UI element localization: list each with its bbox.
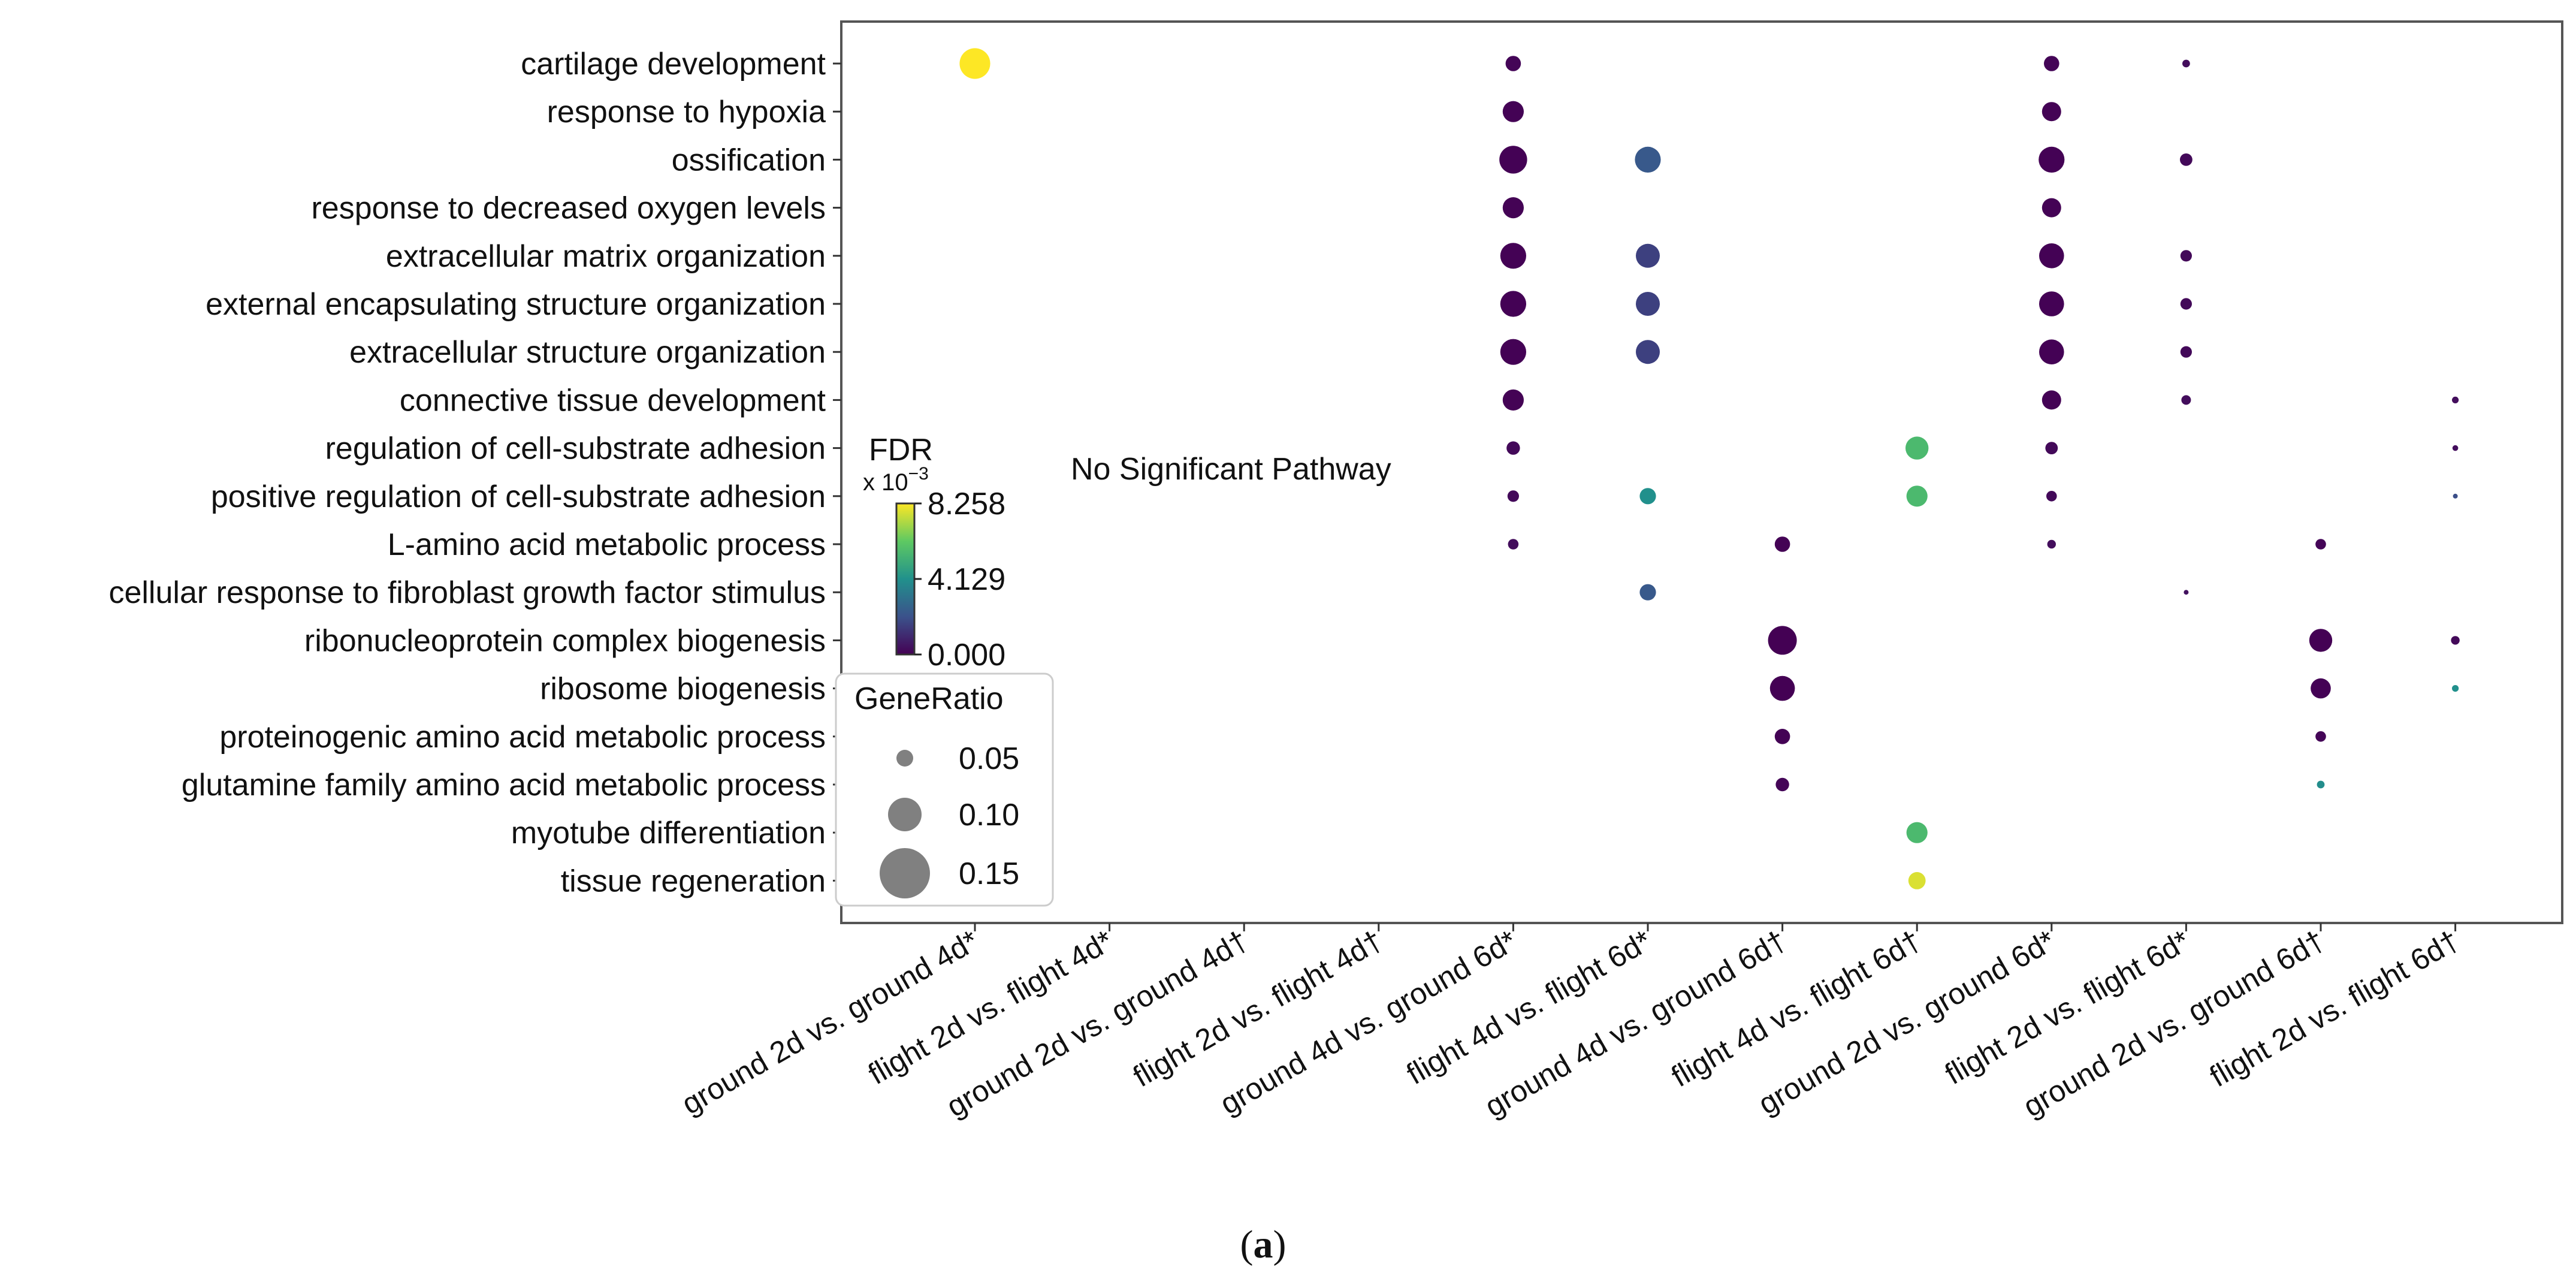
bubble-point — [1500, 243, 1526, 269]
bubble-point — [2180, 250, 2192, 262]
y-tick-label: cartilage development — [521, 47, 826, 82]
bubble-point — [1774, 536, 1790, 552]
bubble-point — [1908, 872, 1926, 889]
y-tick-label: cellular response to fibroblast growth f… — [108, 575, 826, 610]
bubble-point — [2452, 685, 2459, 692]
y-tick-label: L-amino acid metabolic process — [388, 527, 826, 562]
bubble-point — [2315, 731, 2326, 742]
y-tick-label: external encapsulating structure organiz… — [206, 287, 826, 322]
bubble-point — [2180, 298, 2192, 310]
bubble-point — [1636, 340, 1660, 364]
y-tick-label: response to hypoxia — [547, 95, 826, 129]
bubble-point — [2317, 780, 2325, 789]
bubble-point — [2184, 590, 2189, 595]
bubble-point — [2044, 56, 2059, 71]
x-axis: ground 2d vs. ground 4d*flight 2d vs. fl… — [676, 923, 2465, 1123]
size-legend-marker — [896, 750, 913, 767]
size-legend-label: 0.05 — [959, 741, 1019, 776]
bubble-point — [2453, 493, 2458, 499]
y-tick-label: connective tissue development — [400, 383, 826, 418]
bubble-point — [1905, 436, 1929, 460]
colorbar-tick-label-min: 0.000 — [928, 638, 1005, 672]
bubble-point — [2181, 395, 2191, 405]
y-tick-label: ossification — [672, 143, 826, 177]
bubble-point — [2039, 339, 2064, 364]
size-legend-marker — [880, 848, 930, 898]
bubble-point — [1636, 243, 1660, 268]
bubble-point — [1906, 822, 1928, 843]
bubble-point — [2047, 539, 2056, 549]
y-tick-label: myotube differentiation — [511, 816, 826, 850]
bubble-point — [1769, 675, 1795, 701]
bubble-point — [2182, 59, 2190, 68]
bubble-point — [1500, 291, 1526, 317]
bubble-point — [2045, 442, 2058, 454]
y-tick-label: proteinogenic amino acid metabolic proce… — [219, 720, 826, 755]
bubble-point — [1507, 490, 1519, 502]
colorbar-legend: FDR x 10−3 8.258 4.129 0.000 — [863, 433, 1005, 672]
bubble-point — [2309, 629, 2333, 652]
bubble-point — [1635, 146, 1661, 173]
bubble-point — [2039, 146, 2065, 173]
bubble-point — [2452, 445, 2459, 451]
bubble-point — [2042, 102, 2061, 122]
bubbles — [959, 48, 2460, 889]
size-legend-frame — [835, 672, 1054, 907]
size-legend: GeneRatio 0.05 0.10 0.15 — [835, 672, 1054, 907]
bubble-point — [1502, 197, 1524, 219]
colorbar — [895, 502, 916, 656]
bubble-point — [2039, 291, 2064, 316]
y-axis: cartilage development response to hypoxia… — [108, 47, 841, 898]
bubble-point — [1774, 729, 1790, 744]
bubble-point — [2311, 678, 2331, 699]
bubble-point — [2451, 636, 2460, 645]
bubble-point — [2042, 198, 2061, 218]
bubble-point — [1906, 485, 1928, 507]
bubble-point — [1639, 488, 1656, 505]
size-legend-label: 0.10 — [959, 798, 1019, 832]
bubble-point — [1499, 146, 1527, 174]
y-tick-label: ribosome biogenesis — [540, 672, 826, 707]
bubble-point — [2452, 396, 2459, 404]
size-legend-title: GeneRatio — [854, 681, 1004, 716]
bubble-point — [1506, 441, 1520, 455]
y-tick-label: tissue regeneration — [561, 864, 826, 898]
bubble-point — [2315, 539, 2326, 550]
y-tick-label: glutamine family amino acid metabolic pr… — [182, 768, 826, 803]
bubble-point — [1502, 101, 1524, 122]
colorbar-tick-label-mid: 4.129 — [928, 562, 1005, 597]
y-tick-label: extracellular structure organization — [349, 335, 826, 370]
y-tick-label: regulation of cell-substrate adhesion — [325, 432, 826, 466]
plot-frame — [840, 20, 2563, 924]
colorbar-tick-label-max: 8.258 — [928, 487, 1005, 521]
bubble-point — [1639, 584, 1656, 601]
bubble-point — [1500, 339, 1526, 365]
x-tick-label: flight 2d vs. flight 6d† — [2204, 924, 2465, 1093]
bubble-point — [1502, 389, 1524, 411]
colorbar-title: FDR — [869, 433, 933, 467]
size-legend-marker — [888, 798, 922, 831]
panel-label: (a) — [1240, 1223, 1287, 1266]
y-tick-label: response to decreased oxygen levels — [311, 191, 826, 226]
bubble-point — [2039, 243, 2064, 269]
bubble-point — [1768, 626, 1797, 655]
bubble-point — [1508, 539, 1519, 550]
bubble-point — [2180, 346, 2192, 358]
y-tick-label: positive regulation of cell-substrate ad… — [211, 479, 826, 514]
bubble-point — [1505, 56, 1521, 71]
y-tick-label: extracellular matrix organization — [386, 239, 826, 274]
bubble-point — [2180, 153, 2193, 166]
no-significant-pathway-annotation: No Significant Pathway — [1071, 452, 1391, 487]
bubble-point — [1636, 292, 1660, 316]
colorbar-multiplier: x 10−3 — [863, 464, 929, 496]
y-tick-label: ribonucleoprotein complex biogenesis — [304, 623, 826, 658]
bubble-point — [959, 48, 990, 79]
bubble-point — [2042, 390, 2061, 410]
size-legend-label: 0.15 — [959, 856, 1019, 891]
bubble-point — [2046, 491, 2057, 502]
bubble-point — [1775, 777, 1789, 792]
